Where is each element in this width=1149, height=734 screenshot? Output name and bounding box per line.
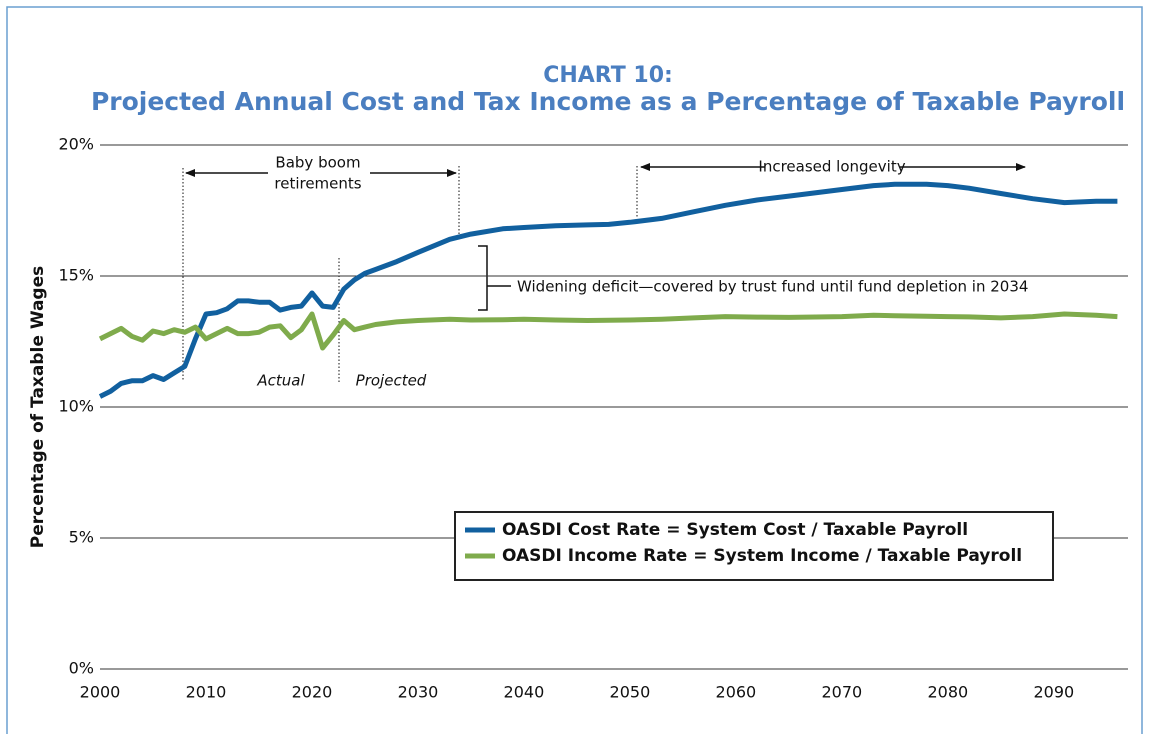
arrows (185, 163, 1026, 311)
y-tick-label: 0% (69, 659, 94, 678)
guides (182, 166, 638, 384)
y-tick-label: 5% (69, 528, 94, 547)
series-line (98, 311, 1118, 351)
annotation: Baby boom (275, 154, 360, 172)
x-tick-label: 2000 (80, 683, 121, 702)
annotation: Widening deficit—covered by trust fund u… (517, 278, 1028, 296)
x-tick-label: 2010 (186, 683, 227, 702)
frame (6, 6, 1143, 734)
annotation: retirements (274, 175, 361, 193)
x-tick-label: 2070 (821, 683, 862, 702)
annotation: Increased longevity (758, 158, 905, 176)
series-line (98, 181, 1118, 399)
legend-label: OASDI Cost Rate = System Cost / Taxable … (502, 520, 968, 540)
chart-title: CHART 10: (543, 63, 673, 88)
legend-box (454, 511, 1054, 581)
y-tick-label: 15% (58, 266, 94, 285)
x-tick-label: 2040 (504, 683, 545, 702)
y-tick-label: 10% (58, 397, 94, 416)
x-tick-label: 2090 (1033, 683, 1074, 702)
legend-label: OASDI Income Rate = System Income / Taxa… (502, 546, 1022, 566)
chart-subtitle: Projected Annual Cost and Tax Income as … (91, 87, 1125, 116)
y-axis-label: Percentage of Taxable Wages (28, 266, 48, 548)
y-tick-label: 20% (58, 135, 94, 154)
x-tick-label: 2080 (927, 683, 968, 702)
x-tick-label: 2050 (610, 683, 651, 702)
annotation: Actual (256, 372, 305, 390)
x-tick-label: 2060 (716, 683, 757, 702)
x-tick-label: 2030 (398, 683, 439, 702)
x-tick-label: 2020 (292, 683, 333, 702)
annotation: Projected (356, 372, 427, 390)
